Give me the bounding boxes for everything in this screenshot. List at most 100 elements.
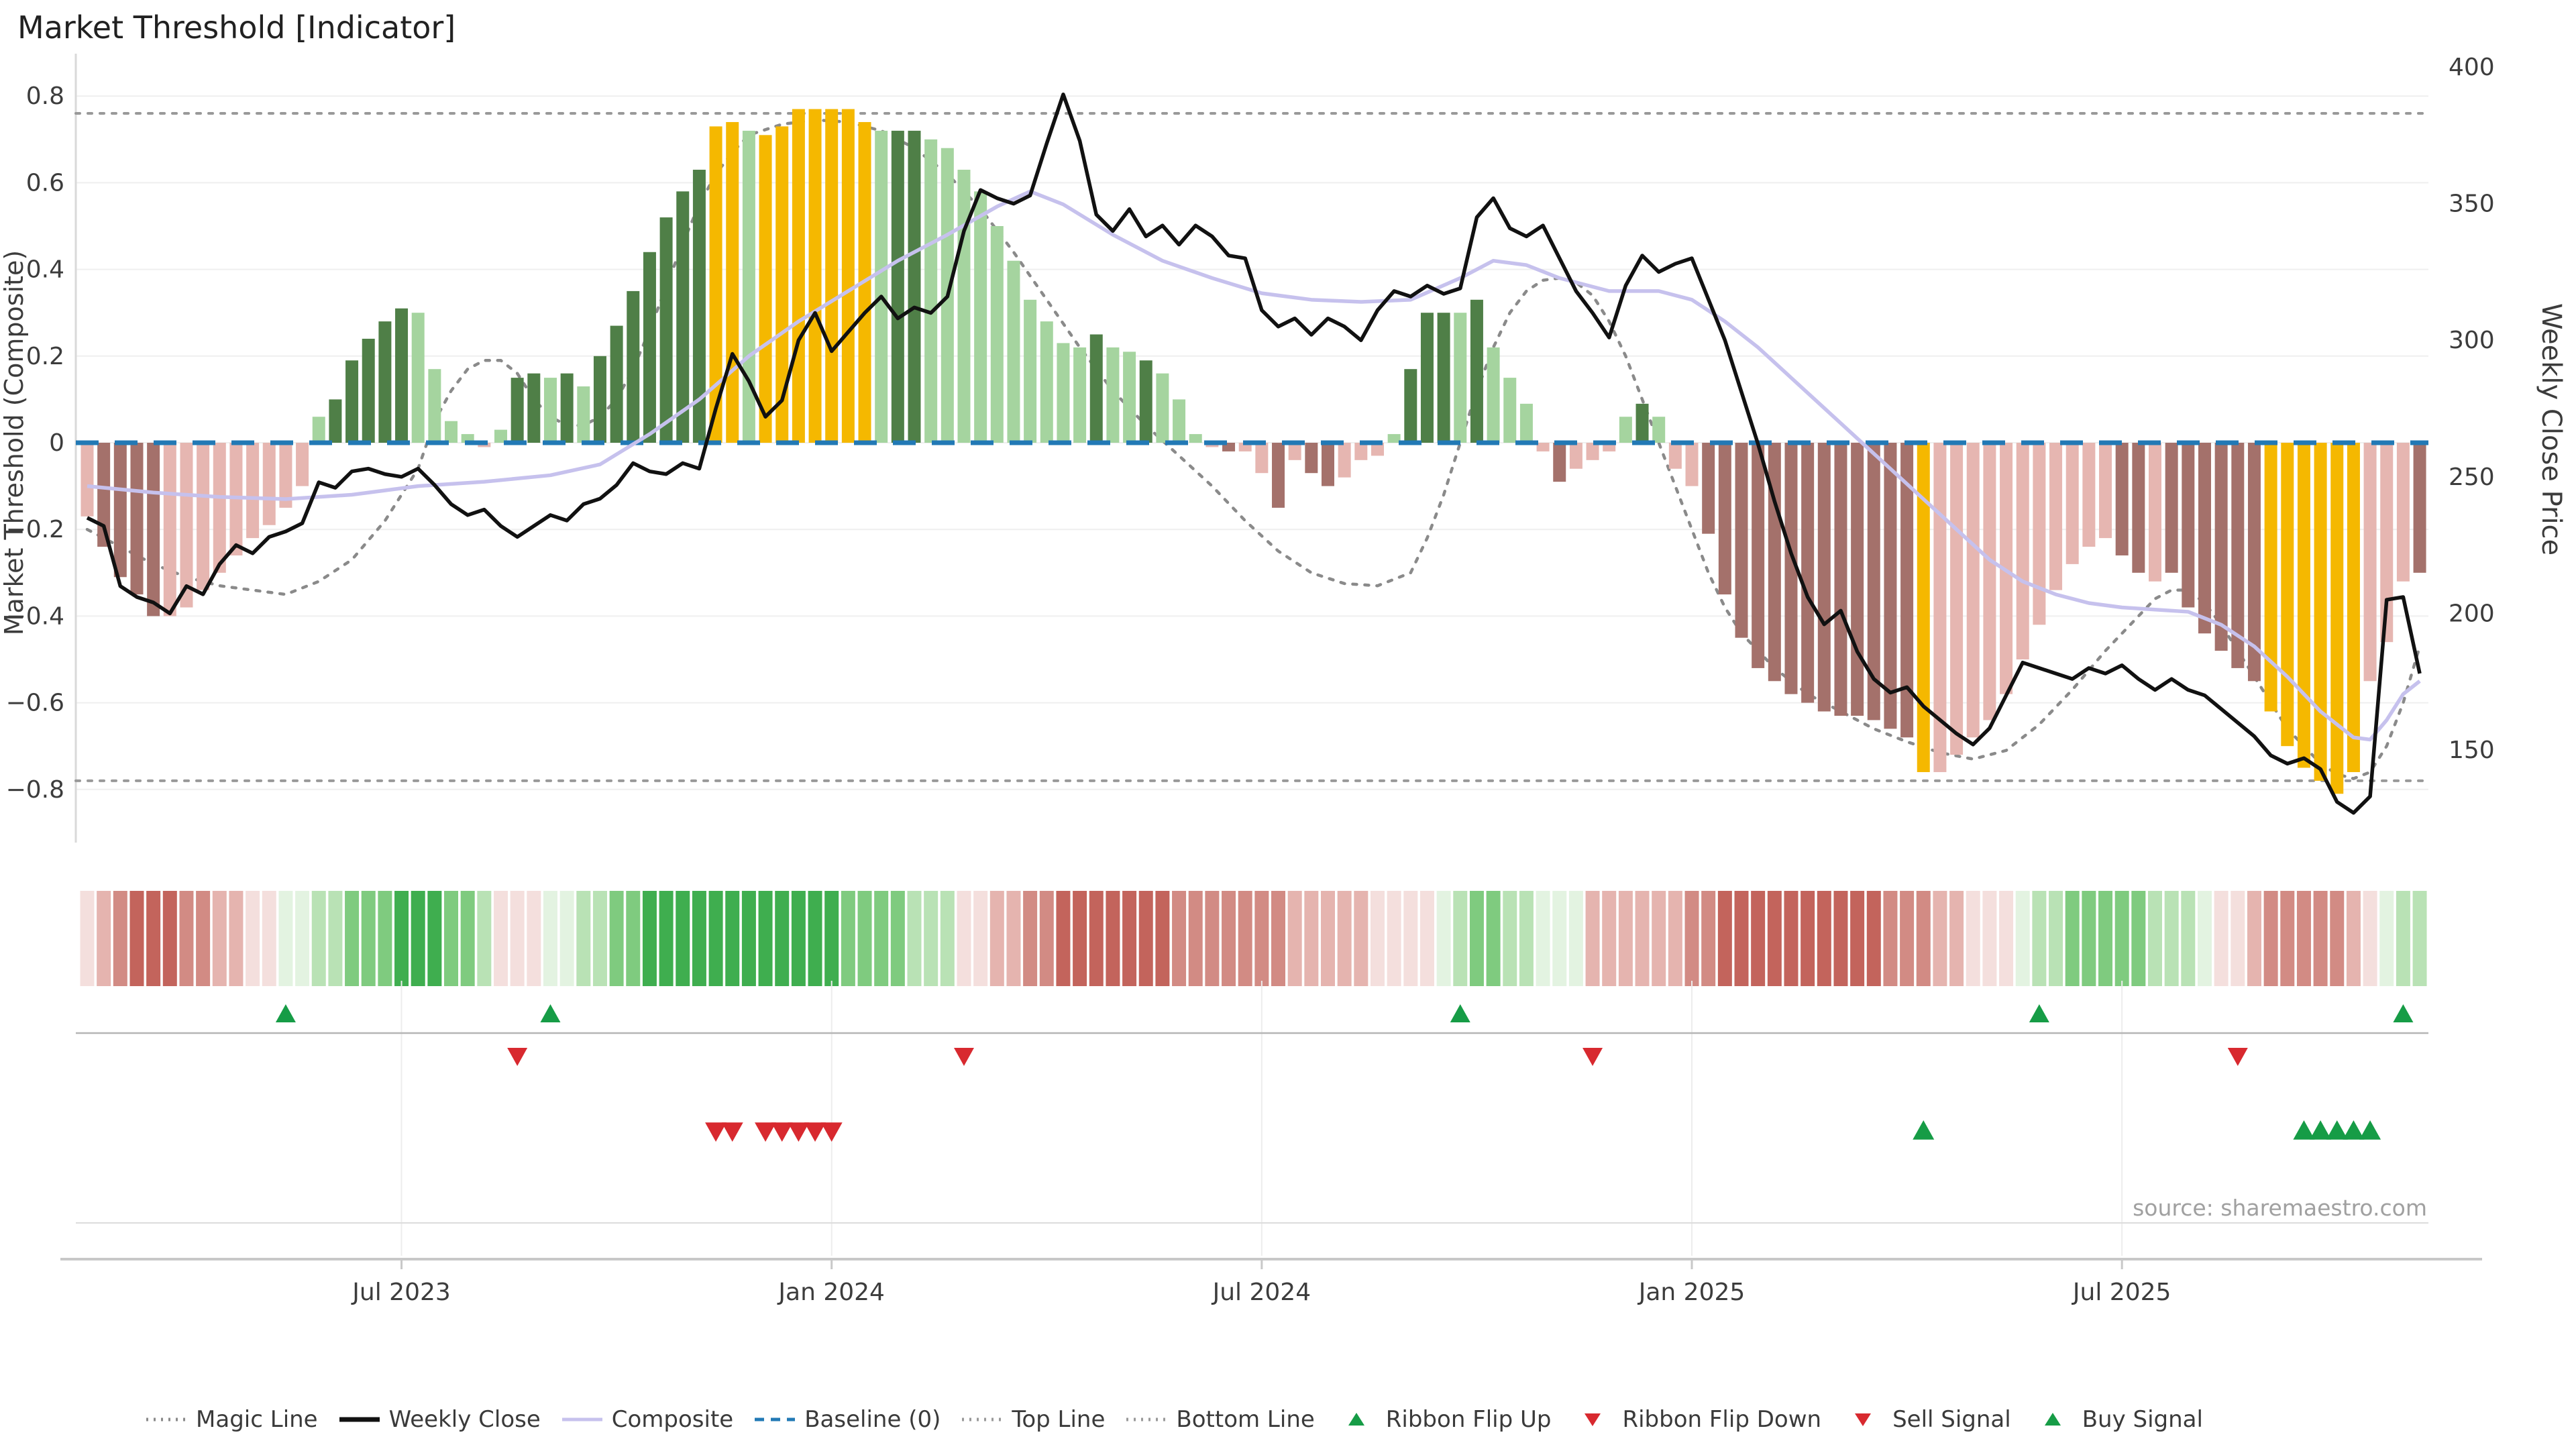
legend-marker-thick-icon [339,1417,380,1422]
left-tick-label: 0 [49,429,64,457]
legend-label: Ribbon Flip Down [1622,1406,1822,1433]
composite-bar [610,325,623,443]
sell-signal-marker [721,1122,743,1142]
ribbon-cell [957,891,971,986]
legend: Magic Line Weekly Close Composite Baseline … [0,1406,2348,1433]
left-tick-label: 0.8 [26,83,64,110]
left-tick-label: 0.2 [26,343,64,370]
sell-signal-marker [705,1122,727,1142]
ribbon-cell [2148,891,2162,986]
buy-signal-marker [2343,1120,2365,1140]
ribbon-cell [1866,891,1881,986]
ribbon-cell [444,891,459,986]
ribbon-cell [1387,891,1401,986]
ribbon-cell [1801,891,1815,986]
composite-bar [1801,443,1815,703]
ribbon-cell [97,891,111,986]
ribbon-cell [973,891,988,986]
composite-bar [312,417,325,443]
legend-item: Composite [561,1406,733,1433]
composite-bar [180,443,193,608]
legend-label: Buy Signal [2082,1406,2203,1433]
legend-label: Bottom Line [1176,1406,1315,1433]
buy-signal-marker [2293,1120,2315,1140]
ribbon-cell [278,891,293,986]
composite-bar [1768,443,1781,682]
composite-bar [1470,299,1483,443]
ribbon-cell [113,891,127,986]
buy-signal-marker [1913,1120,1935,1140]
composite-bar [2165,443,2178,573]
ribbon-flip-up-marker [2393,1004,2414,1022]
left-tick-label: −0.4 [6,602,64,630]
composite-bar [726,121,739,443]
ribbon-cell [1519,891,1534,986]
legend-label: Magic Line [196,1406,318,1433]
ribbon-cell [1238,891,1252,986]
left-tick-label: −0.6 [6,690,64,717]
composite-bar [378,321,392,443]
composite-bar [1073,347,1087,443]
composite-bar [560,373,574,443]
ribbon-cell [1982,891,1997,986]
ribbon-cell [924,891,938,986]
composite-bar [742,130,755,443]
ribbon-cell [1618,891,1633,986]
ribbon-cell [1833,891,1848,986]
composite-bar [990,226,1004,443]
ribbon-cell [1585,891,1600,986]
composite-bar [825,109,839,443]
ribbon-cell [609,891,624,986]
composite-bar [1057,343,1070,443]
ribbon-cell [162,891,177,986]
right-tick-label: 300 [2449,327,2495,354]
composite-bar [709,126,722,443]
composite-bar [643,252,656,443]
ribbon-cell [146,891,161,986]
composite-bar [577,386,590,443]
composite-bar [80,443,94,517]
composite-bar [1586,443,1599,460]
composite-bar [163,443,176,616]
ribbon-cell [1568,891,1583,986]
composite-bar [428,369,441,443]
composite-bar [1089,334,1103,443]
composite-bar [974,191,987,443]
composite-bar [130,443,144,595]
composite-bar [2099,443,2112,539]
ribbon-cell [2214,891,2229,986]
x-tick-label: Jul 2023 [351,1279,451,1306]
ribbon-cell [1916,891,1931,986]
legend-marker-tri-up-icon [1348,1413,1364,1426]
ribbon-cell [1287,891,1302,986]
ribbon-cell [2313,891,2328,986]
composite-bar [279,443,292,508]
ribbon-cell [725,891,740,986]
ribbon-cell [179,891,194,986]
composite-bar [362,338,375,443]
buy-signal-marker [2326,1120,2348,1140]
ribbon-cell [1138,891,1153,986]
composite-bar [1817,443,1831,712]
composite-bar [345,360,359,443]
composite-bar [2264,443,2277,712]
composite-bar [1933,443,1947,772]
ribbon-cell [345,891,360,986]
composite-bar [1983,443,1996,720]
ribbon-cell [196,891,211,986]
ribbon-cell [543,891,557,986]
composite-bar [1139,360,1152,443]
ribbon-cell [1469,891,1484,986]
ribbon-cell [394,891,409,986]
composite-bar [1966,443,1980,738]
composite-bar [2380,443,2394,643]
composite-bar [1619,417,1632,443]
composite-bar [1718,443,1731,595]
legend-label: Ribbon Flip Up [1385,1406,1552,1433]
ribbon-cell [2065,891,2080,986]
ribbon-cell [246,891,260,986]
legend-item: Ribbon Flip Up [1335,1406,1552,1433]
left-tick-label: −0.2 [6,516,64,543]
ribbon-cell [1684,891,1699,986]
ribbon-cell [1419,891,1434,986]
